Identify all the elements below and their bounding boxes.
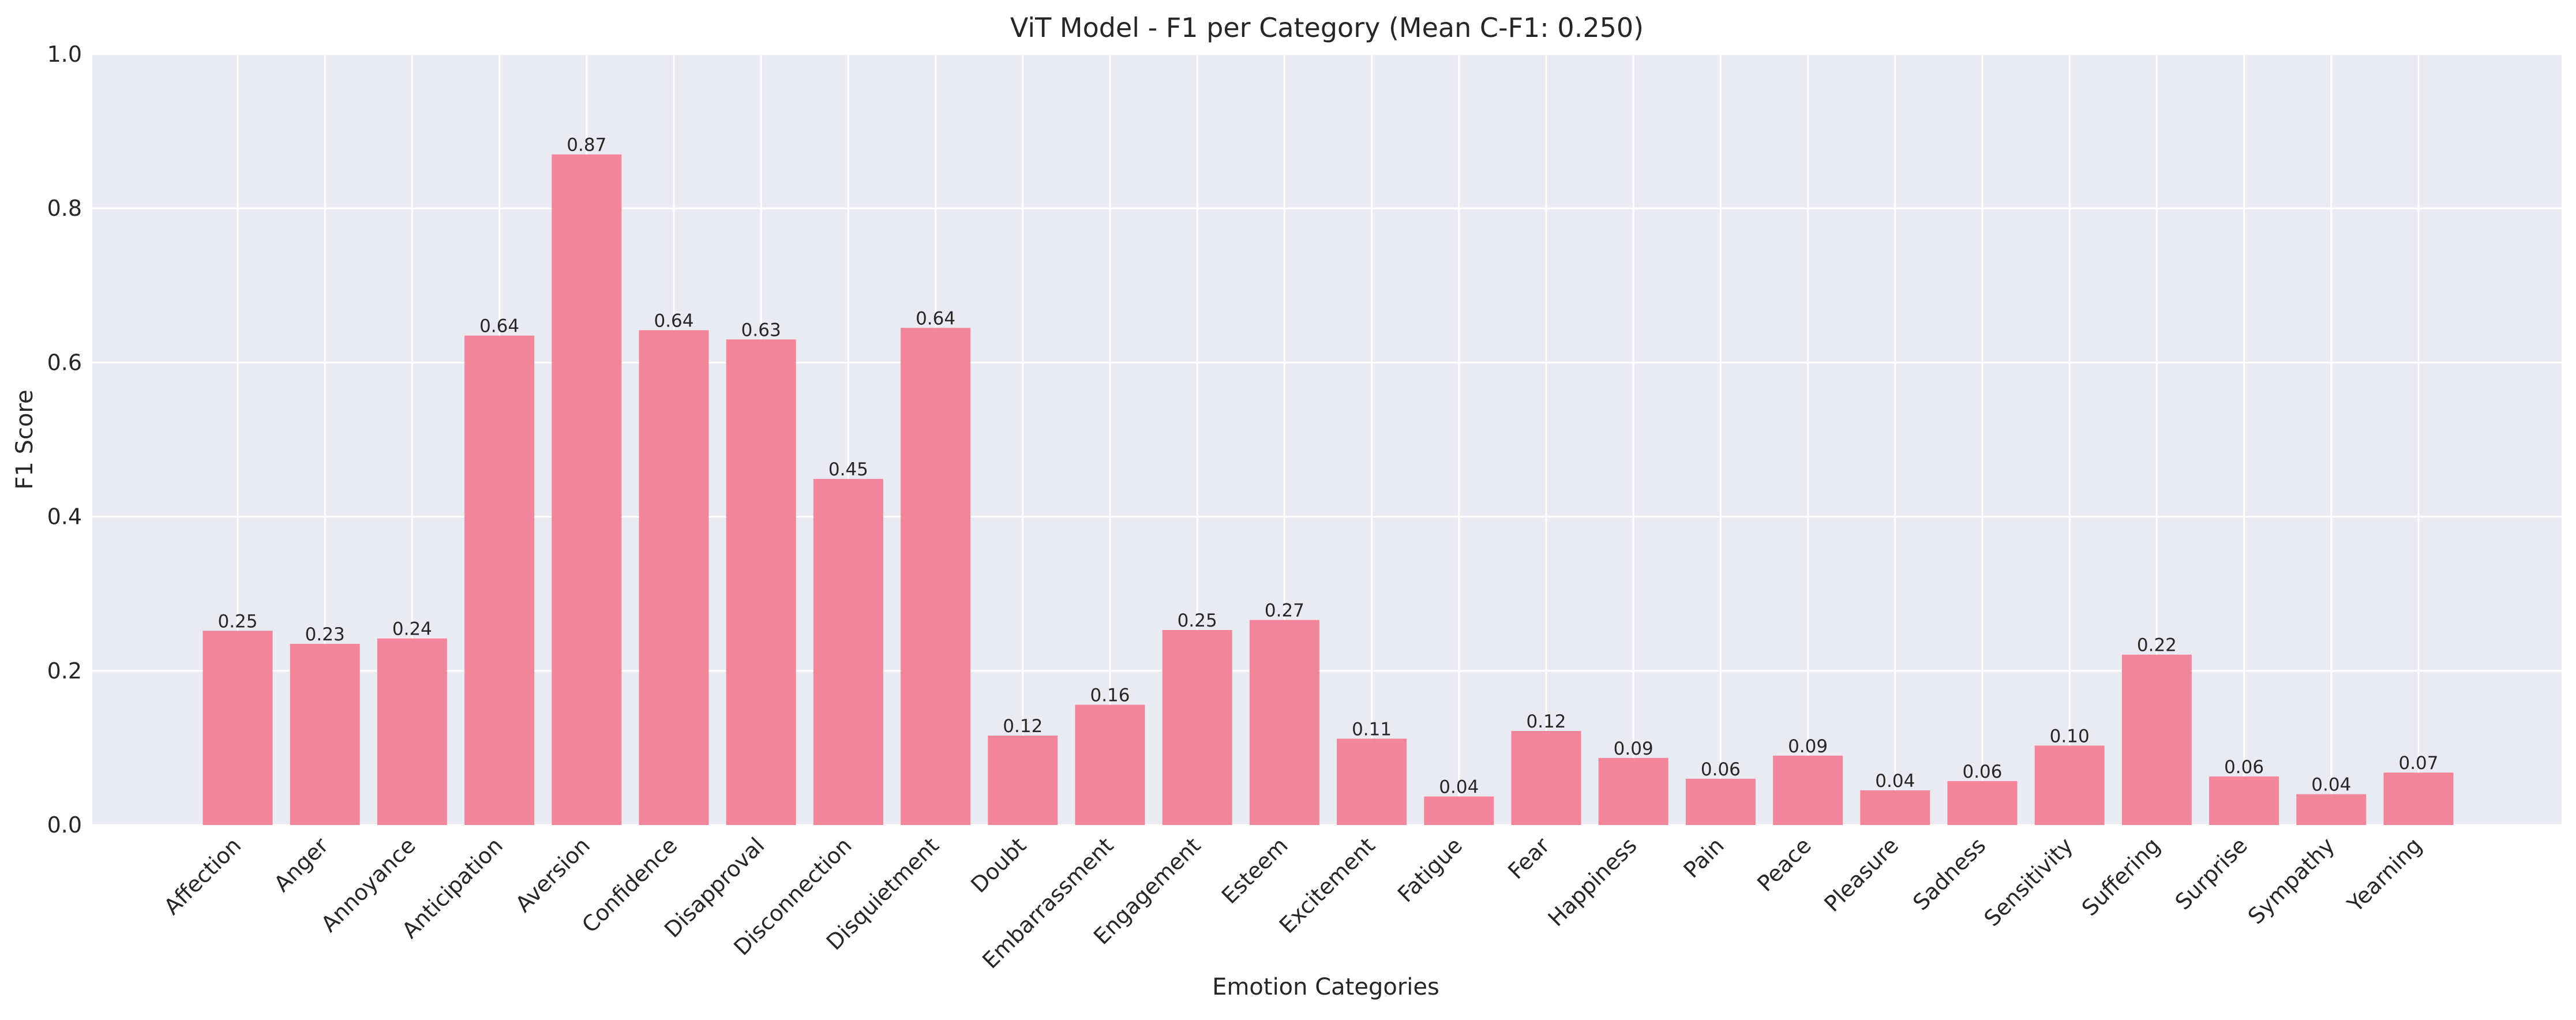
y-tick-label: 0.6 [47,350,82,375]
y-axis-label: F1 Score [12,389,38,489]
value-label: 0.64 [916,308,955,329]
x-tick-label: Peace [1752,832,1816,897]
bar-sympathy [2296,794,2367,825]
value-label: 0.04 [1439,777,1479,798]
bar-surprise [2209,776,2279,825]
y-tick-label: 0.2 [47,658,82,684]
value-label: 0.64 [654,310,693,331]
bar-disapproval [726,339,796,825]
value-label: 0.23 [305,624,345,645]
value-label: 0.06 [2224,757,2264,778]
bar-fatigue [1424,796,1494,825]
value-label: 0.16 [1090,685,1130,706]
bar-affection [203,631,273,825]
x-tick-label: Suffering [2077,832,2165,921]
value-label: 0.25 [1178,610,1217,631]
x-tick-label: Pleasure [1819,832,1903,917]
y-tick-label: 0.4 [47,504,82,530]
value-label: 0.12 [1003,716,1043,737]
x-tick-label: Sensitivity [1979,832,2078,931]
x-tick-label: Surprise [2170,832,2252,914]
x-tick-label: Pain [1679,832,1729,883]
bar-excitement [1337,738,1407,825]
y-tick-label: 1.0 [47,42,82,67]
y-tick-label: 0.0 [47,812,82,838]
bar-confidence [639,330,709,825]
bar-annoyance [377,638,447,825]
y-tick-labels: 0.0 0.2 0.4 0.6 0.8 1.0 [47,42,82,838]
value-label: 0.22 [2137,635,2177,656]
value-label: 0.64 [479,316,519,337]
value-label: 0.07 [2398,753,2438,774]
value-labels: 0.25 0.23 0.24 0.64 0.87 0.64 0.63 0.45 0.64 0.12… [218,135,2438,798]
value-label: 0.24 [392,619,432,640]
bar-pleasure [1860,790,1930,825]
x-tick-label: Happiness [1543,832,1642,931]
bar-aversion [552,154,622,826]
x-tick-label: Fatigue [1393,832,1467,907]
bar-disquietment [901,328,971,825]
value-label: 0.63 [741,320,781,340]
bar-anger [290,644,360,825]
x-tick-label: Anger [269,832,333,897]
bar-happiness [1598,757,1668,825]
x-tick-label: Sympathy [2243,832,2339,929]
bar-disconnection [813,479,883,825]
value-label: 0.10 [2050,726,2090,747]
value-label: 0.11 [1352,719,1392,740]
x-tick-label: Doubt [966,832,1031,898]
y-tick-label: 0.8 [47,196,82,221]
value-label: 0.06 [1701,759,1741,780]
x-axis-label: Emotion Categories [1212,974,1439,1000]
value-label: 0.45 [828,459,868,480]
bar-pain [1685,778,1756,825]
chart-title: ViT Model - F1 per Category (Mean C-F1: … [1010,12,1644,43]
value-label: 0.04 [2311,775,2351,796]
bar-sadness [1947,781,2018,825]
value-label: 0.25 [218,611,257,632]
bar-yearning [2383,772,2454,825]
bar-fear [1511,731,1581,825]
value-label: 0.09 [1788,736,1828,757]
value-label: 0.87 [567,135,606,156]
bar-engagement [1162,629,1232,825]
bar-anticipation [464,335,535,825]
bar-suffering [2121,654,2192,825]
x-tick-label: Sadness [1908,832,1990,915]
value-label: 0.06 [1962,762,2002,782]
x-tick-label: Fear [1503,832,1554,884]
x-tick-label: Affection [159,832,246,920]
bar-sensitivity [2034,745,2105,825]
bars [203,154,2454,826]
bar-embarrassment [1075,704,1145,825]
bar-peace [1773,755,1843,825]
bar-doubt [988,736,1058,825]
value-label: 0.04 [1875,771,1915,792]
bar-esteem [1249,620,1319,825]
x-tick-label: Aversion [511,832,595,917]
x-tick-label: Esteem [1217,832,1293,909]
value-label: 0.12 [1526,711,1566,732]
x-tick-label: Yearning [2342,832,2427,917]
value-label: 0.09 [1614,738,1653,759]
value-label: 0.27 [1265,601,1304,621]
